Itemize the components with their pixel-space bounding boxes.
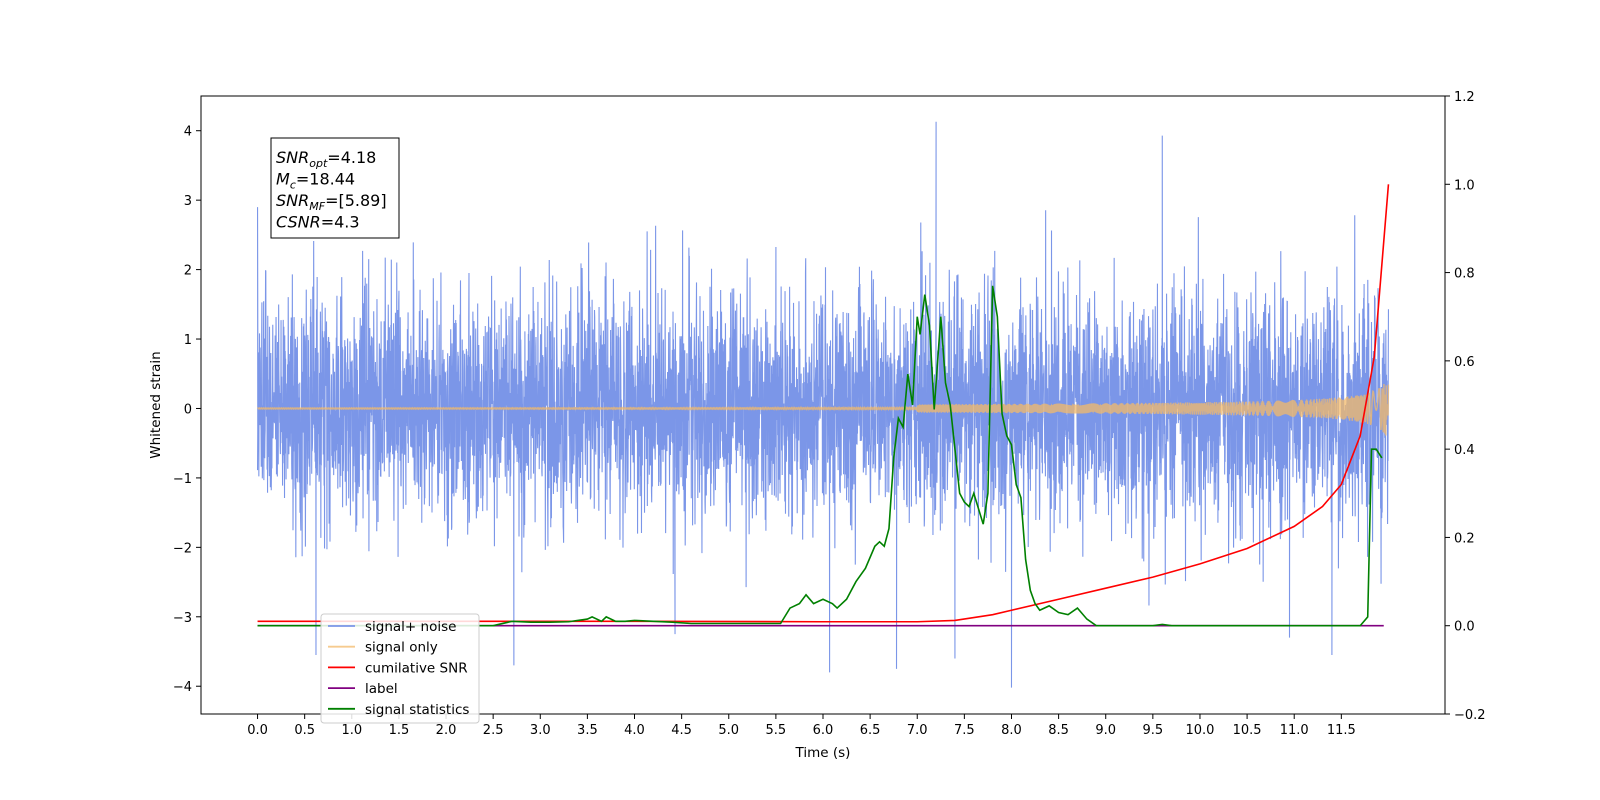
x-tick-label: 3.0 (530, 723, 551, 738)
x-tick-label: 7.5 (954, 723, 975, 738)
x-tick-label: 6.0 (813, 723, 834, 738)
y-axis-label: Whitened strain (148, 351, 164, 458)
y-axis-left: 4 3 2 1 0 −1 −2 −3 −4 (173, 125, 201, 695)
legend-label: signal+ noise (365, 619, 456, 635)
x-tick-label: 6.5 (860, 723, 881, 738)
legend-label: cumilative SNR (365, 660, 468, 676)
x-tick-label: 10.5 (1233, 723, 1262, 738)
x-tick-label: 2.0 (436, 723, 457, 738)
y-tick-label: 2 (184, 264, 192, 279)
y2-tick-label: 1.2 (1454, 90, 1475, 105)
x-tick-label: 0.5 (294, 723, 315, 738)
x-tick-label: 8.0 (1001, 723, 1022, 738)
legend-box (320, 613, 480, 724)
series-signal-statistics (257, 285, 1383, 627)
x-tick-label: 8.5 (1048, 723, 1069, 738)
plot-area (256, 121, 1390, 688)
y-tick-label: 3 (184, 194, 192, 209)
y2-tick-label: 1.0 (1454, 178, 1475, 193)
x-tick-label: 9.0 (1095, 723, 1116, 738)
legend-label: label (365, 681, 398, 697)
x-tick-label: 1.5 (389, 723, 410, 738)
legend-label: signal statistics (365, 702, 469, 718)
y-tick-label: 4 (184, 125, 192, 140)
stats-annotation-line: SNRopt=4.18 (276, 148, 376, 170)
legend: signal+ noise signal only cumilative SNR la… (320, 613, 480, 724)
y-tick-label: −3 (173, 611, 192, 626)
x-tick-label: 4.5 (671, 723, 692, 738)
x-tick-label: 3.5 (577, 723, 598, 738)
y2-tick-label: 0.4 (1454, 443, 1475, 458)
x-tick-label: 7.0 (907, 723, 928, 738)
series-cumilative-snr (257, 184, 1390, 623)
x-tick-label: 0.0 (247, 723, 268, 738)
stats-annotation-line: Mc=18.44 (276, 170, 355, 192)
y-tick-label: −4 (173, 680, 192, 695)
series-signal-only (256, 383, 1390, 436)
x-tick-label: 11.5 (1327, 723, 1356, 738)
x-tick-label: 2.5 (483, 723, 504, 738)
y2-tick-label: 0.8 (1454, 267, 1475, 282)
legend-label: signal only (365, 640, 438, 656)
x-tick-label: 4.0 (624, 723, 645, 738)
x-tick-label: 5.5 (766, 723, 787, 738)
stats-annotation-box (270, 137, 400, 239)
y2-tick-label: 0.6 (1454, 355, 1475, 370)
y-tick-label: −1 (173, 472, 192, 487)
x-axis: 0.0 0.5 1.0 1.5 2.0 2.5 3.0 3.5 4.0 4.5 5.0 5.5 6.0 6… (247, 714, 1356, 738)
y-tick-label: −2 (173, 541, 192, 556)
stats-annotation-line: CSNR=4.3 (276, 213, 360, 232)
y2-tick-label: 0.0 (1454, 620, 1475, 635)
y2-tick-label: −0.2 (1454, 708, 1486, 723)
x-tick-label: 10.0 (1185, 723, 1214, 738)
stats-annotation-line: SNRMF=[5.89] (276, 191, 387, 213)
y-axis-right: 1.2 1.0 0.8 0.6 0.4 0.2 0.0 −0.2 (1445, 90, 1486, 723)
x-tick-label: 1.0 (341, 723, 362, 738)
y2-tick-label: 0.2 (1454, 531, 1475, 546)
x-tick-label: 9.5 (1143, 723, 1164, 738)
x-axis-label: Time (s) (795, 745, 851, 761)
y-tick-label: 1 (184, 333, 192, 348)
y-tick-label: 0 (184, 402, 192, 417)
x-tick-label: 5.0 (718, 723, 739, 738)
x-tick-label: 11.0 (1280, 723, 1309, 738)
